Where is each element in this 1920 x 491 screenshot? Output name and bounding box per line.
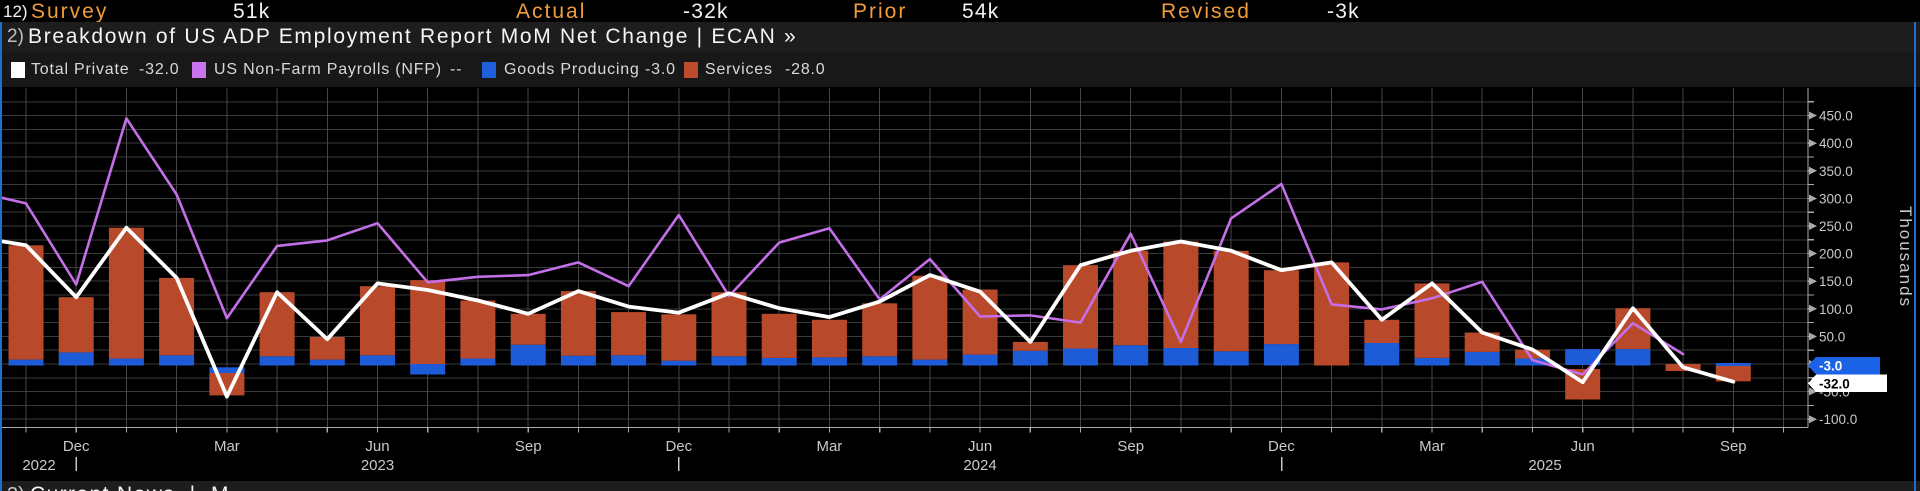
svg-text:Sep: Sep (1117, 438, 1144, 455)
svg-text:Dec: Dec (63, 438, 90, 455)
svg-text:150.0: 150.0 (1819, 274, 1853, 289)
svg-text:Jun: Jun (365, 438, 389, 455)
svg-text:2023: 2023 (361, 457, 394, 474)
svg-text:-100.0: -100.0 (1819, 412, 1857, 427)
svg-text:2024: 2024 (963, 457, 996, 474)
svg-text:Jun: Jun (1571, 438, 1595, 455)
svg-text:Mar: Mar (816, 438, 842, 455)
svg-text:250.0: 250.0 (1819, 219, 1853, 234)
svg-text:200.0: 200.0 (1819, 247, 1853, 262)
svg-text:300.0: 300.0 (1819, 191, 1853, 206)
svg-text:Dec: Dec (1268, 438, 1295, 455)
svg-text:450.0: 450.0 (1819, 109, 1853, 124)
svg-text:2022: 2022 (22, 457, 55, 474)
svg-text:350.0: 350.0 (1819, 164, 1853, 179)
svg-text:Mar: Mar (1419, 438, 1445, 455)
svg-text:100.0: 100.0 (1819, 302, 1853, 317)
svg-text:Mar: Mar (214, 438, 240, 455)
svg-text:Sep: Sep (1720, 438, 1747, 455)
svg-text:50.0: 50.0 (1819, 329, 1845, 344)
svg-text:Sep: Sep (515, 438, 542, 455)
svg-text:Thousands: Thousands (1896, 206, 1915, 308)
svg-text:2025: 2025 (1528, 457, 1561, 474)
svg-text:Jun: Jun (968, 438, 992, 455)
svg-text:400.0: 400.0 (1819, 136, 1853, 151)
svg-text:Dec: Dec (665, 438, 692, 455)
svg-text:-32.0: -32.0 (1819, 376, 1850, 391)
svg-text:-3.0: -3.0 (1819, 359, 1842, 374)
